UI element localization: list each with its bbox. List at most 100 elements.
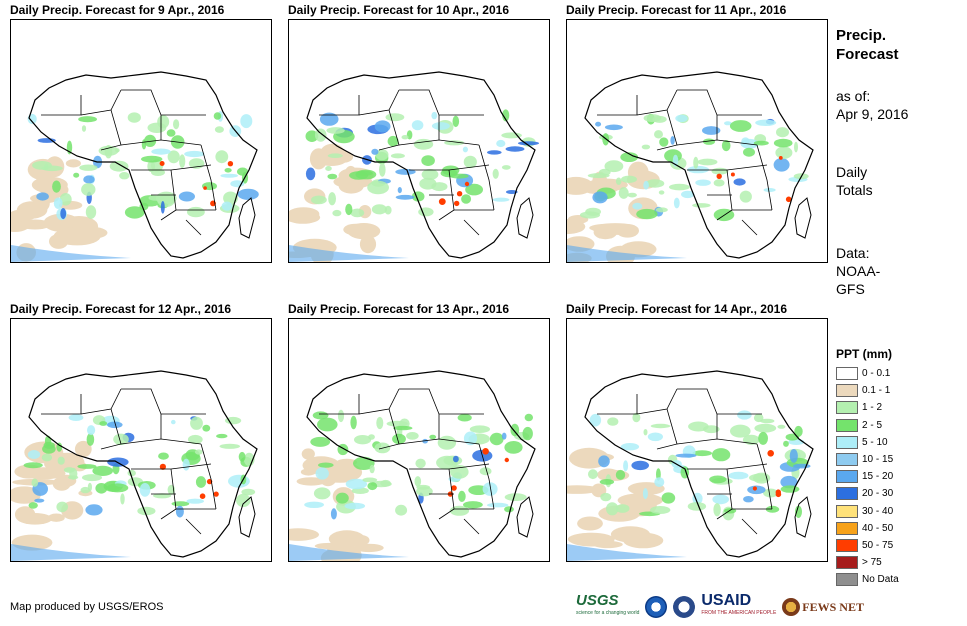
legend-item: 0 - 0.1 xyxy=(836,365,890,382)
rain-cell xyxy=(395,194,415,200)
rain-cell xyxy=(78,116,97,123)
country-border xyxy=(41,95,82,116)
rain-cell xyxy=(703,138,715,145)
rain-cell xyxy=(743,147,755,157)
rain-cell xyxy=(489,432,504,446)
rain-cell xyxy=(449,173,469,179)
rain-cell xyxy=(730,424,751,438)
legend-item: 0.1 - 1 xyxy=(836,382,890,399)
panel-title: Daily Precip. Forecast for 10 Apr., 2016 xyxy=(288,3,509,17)
rain-cell xyxy=(505,190,518,194)
dry-patch xyxy=(14,506,36,523)
country-border xyxy=(463,518,480,535)
rain-cell xyxy=(793,463,811,469)
precip-map xyxy=(566,318,828,562)
rain-cell xyxy=(463,155,477,169)
rain-cell xyxy=(775,146,793,159)
rain-cell xyxy=(487,502,509,508)
rain-cell xyxy=(115,148,120,153)
country-border xyxy=(756,443,773,510)
rain-cell xyxy=(418,207,434,217)
rain-cell xyxy=(595,121,602,127)
heavy-rain-cell xyxy=(716,173,722,179)
asof-label: as of: xyxy=(836,88,871,104)
rain-cell xyxy=(109,160,129,172)
heavy-rain-cell xyxy=(785,196,792,203)
heavy-rain-cell xyxy=(213,491,219,497)
heavy-rain-cell xyxy=(482,448,489,455)
rain-cell xyxy=(642,488,648,500)
rain-cell xyxy=(213,112,222,120)
legend-title: PPT (mm) xyxy=(836,347,893,361)
rain-cell xyxy=(783,440,789,447)
legend-label: 50 - 75 xyxy=(862,540,894,551)
rain-cell xyxy=(52,180,61,193)
rain-cell xyxy=(305,167,316,181)
rain-cell xyxy=(442,165,460,176)
madagascar-outline xyxy=(794,496,812,538)
rain-cell xyxy=(502,109,510,122)
rain-cell xyxy=(318,462,334,468)
dry-patch xyxy=(19,219,51,230)
rain-cell xyxy=(368,434,375,440)
dry-patch xyxy=(328,530,365,548)
rain-cell xyxy=(598,455,610,468)
rain-cell xyxy=(737,410,752,420)
legend-label: 20 - 30 xyxy=(862,488,894,500)
dry-patch xyxy=(568,532,615,547)
rain-cell xyxy=(623,460,629,472)
rain-cell xyxy=(371,148,379,155)
rain-cell xyxy=(81,125,87,132)
rain-cell xyxy=(780,485,800,493)
country-border xyxy=(398,139,480,146)
legend-swatch xyxy=(836,539,858,552)
africa-coastline xyxy=(584,71,814,259)
rain-cell xyxy=(713,503,721,517)
rain-cell xyxy=(216,433,228,439)
rain-cell xyxy=(659,137,669,147)
rain-cell xyxy=(431,111,438,120)
rain-cell xyxy=(221,201,233,211)
rain-cell xyxy=(589,413,602,427)
rain-cell xyxy=(82,474,102,482)
rain-cell xyxy=(337,409,345,423)
rain-cell xyxy=(588,469,598,480)
rain-cell xyxy=(709,475,727,484)
heavy-rain-cell xyxy=(438,198,446,206)
rain-cell xyxy=(631,460,649,471)
rain-cell xyxy=(522,426,533,441)
panel-title: Daily Precip. Forecast for 14 Apr., 2016 xyxy=(566,302,787,316)
rain-cell xyxy=(127,112,141,123)
rain-cell xyxy=(313,487,331,500)
rain-cell xyxy=(237,188,259,200)
rain-cell xyxy=(319,112,339,126)
rain-cell xyxy=(501,432,507,440)
rain-cell xyxy=(643,114,662,123)
daily-line2: Totals xyxy=(836,182,873,198)
rain-cell xyxy=(607,417,619,426)
rain-cell xyxy=(68,414,84,421)
rain-cell xyxy=(492,168,499,179)
africa-map xyxy=(289,71,540,262)
africa-map xyxy=(11,370,258,561)
panel-title: Daily Precip. Forecast for 13 Apr., 2016 xyxy=(288,302,509,316)
country-border xyxy=(185,219,202,236)
dry-patch xyxy=(43,213,80,232)
dry-patch xyxy=(14,464,44,479)
rain-cell xyxy=(620,152,639,163)
rain-cell xyxy=(166,129,176,137)
rain-cell xyxy=(743,496,754,503)
dry-patch xyxy=(309,148,328,170)
rain-cell xyxy=(345,203,353,216)
rain-cell xyxy=(171,419,176,425)
asof-block: as of: Apr 9, 2016 xyxy=(836,87,908,123)
rain-cell xyxy=(742,434,760,445)
rain-cell xyxy=(693,156,699,169)
usaid-label: USAID xyxy=(701,592,752,609)
precip-map xyxy=(288,19,550,263)
rain-cell xyxy=(463,501,483,509)
precip-map xyxy=(10,19,272,263)
rain-cell xyxy=(749,473,769,482)
rain-cell xyxy=(697,158,718,166)
rain-cell xyxy=(349,171,369,180)
